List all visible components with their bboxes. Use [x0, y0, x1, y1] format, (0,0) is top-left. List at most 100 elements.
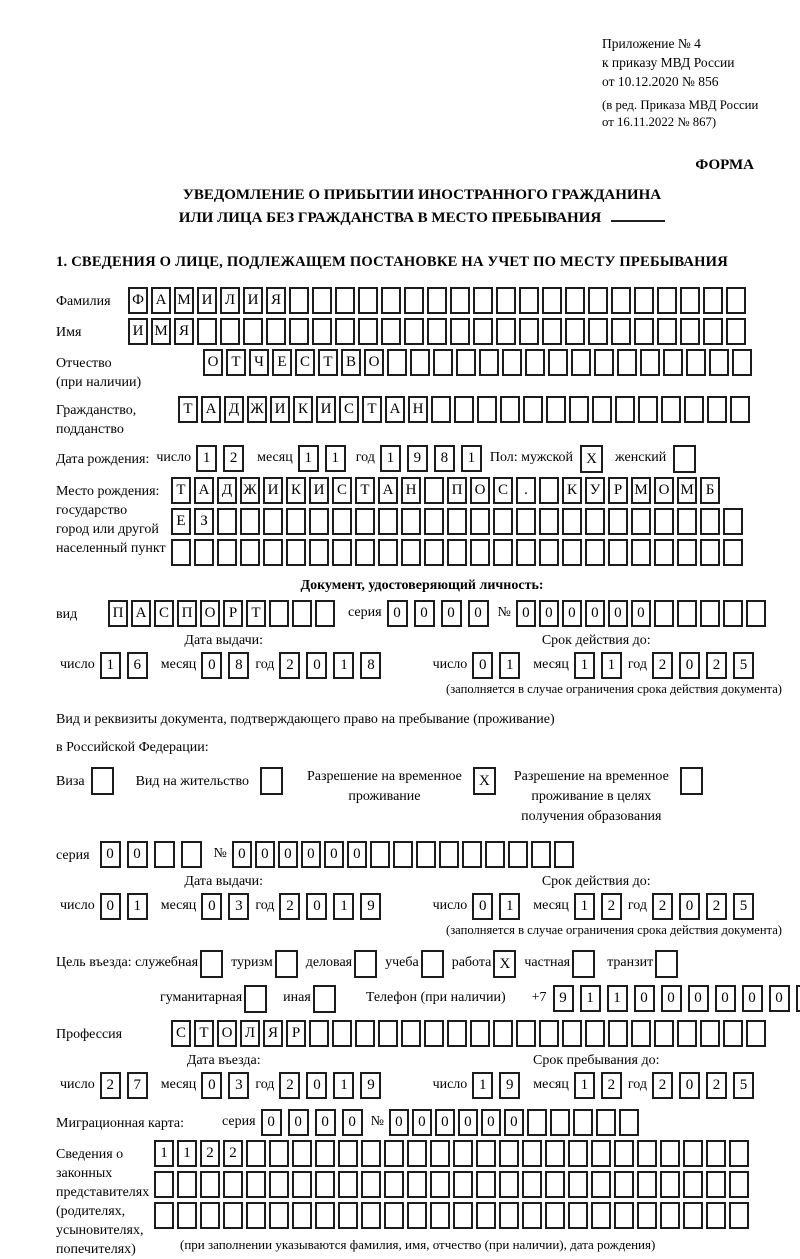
char-cell[interactable] [700, 1020, 720, 1047]
char-cell[interactable]: Д [217, 477, 237, 504]
char-cell[interactable] [595, 1109, 616, 1136]
char-cell[interactable] [730, 396, 750, 423]
char-cell[interactable] [631, 508, 651, 535]
char-cell[interactable] [355, 1020, 375, 1047]
char-cell[interactable]: 7 [126, 1072, 148, 1099]
edu-permit-checkbox[interactable] [679, 767, 703, 795]
char-cell[interactable] [338, 1202, 358, 1229]
char-cell[interactable]: М [174, 287, 194, 314]
char-cell[interactable]: 1 [460, 445, 482, 472]
char-cell[interactable] [312, 318, 332, 345]
char-cell[interactable] [493, 1020, 513, 1047]
char-cell[interactable]: 0 [300, 841, 321, 868]
char-cell[interactable]: Д [224, 396, 244, 423]
char-cell[interactable]: С [332, 477, 352, 504]
char-cell[interactable]: С [493, 477, 513, 504]
char-cell[interactable]: 2 [706, 1072, 727, 1099]
char-cell[interactable] [266, 318, 286, 345]
char-cell[interactable] [292, 1202, 312, 1229]
char-cell[interactable] [332, 508, 352, 535]
char-cell[interactable] [292, 600, 312, 627]
char-cell[interactable] [154, 1202, 174, 1229]
char-cell[interactable] [522, 1171, 542, 1198]
char-cell[interactable]: С [339, 396, 359, 423]
residence-permit-checkbox[interactable] [259, 767, 283, 795]
char-cell[interactable] [315, 1171, 335, 1198]
char-cell[interactable] [286, 539, 306, 566]
char-cell[interactable] [539, 477, 559, 504]
char-cell[interactable]: 2 [279, 893, 301, 920]
char-cell[interactable] [476, 1202, 496, 1229]
char-cell[interactable]: 0 [679, 652, 700, 679]
char-cell[interactable]: 1 [499, 893, 521, 920]
char-cell[interactable]: И [309, 477, 329, 504]
char-cell[interactable]: К [293, 396, 313, 423]
char-cell[interactable] [654, 508, 674, 535]
char-cell[interactable] [562, 508, 582, 535]
char-cell[interactable] [309, 508, 329, 535]
char-cell[interactable] [700, 508, 720, 535]
char-cell[interactable] [545, 1171, 565, 1198]
char-cell[interactable]: 9 [360, 1072, 382, 1099]
char-cell[interactable] [401, 508, 421, 535]
work-checkbox[interactable]: X [493, 950, 517, 978]
temp-permit-checkbox[interactable]: X [472, 767, 496, 795]
char-cell[interactable] [378, 539, 398, 566]
char-cell[interactable]: Т [194, 1020, 214, 1047]
char-cell[interactable]: 1 [472, 1072, 494, 1099]
char-cell[interactable]: М [631, 477, 651, 504]
char-cell[interactable] [565, 318, 585, 345]
char-cell[interactable]: 0 [386, 600, 408, 627]
char-cell[interactable]: О [364, 349, 384, 376]
char-cell[interactable] [657, 287, 677, 314]
char-cell[interactable]: А [194, 477, 214, 504]
char-cell[interactable] [706, 1171, 726, 1198]
char-cell[interactable] [450, 318, 470, 345]
char-cell[interactable]: 0 [287, 1109, 309, 1136]
char-cell[interactable]: 9 [552, 985, 574, 1012]
char-cell[interactable]: 0 [323, 841, 344, 868]
male-checkbox[interactable]: X [580, 445, 604, 473]
char-cell[interactable] [709, 349, 729, 376]
char-cell[interactable] [683, 1202, 703, 1229]
char-cell[interactable] [553, 841, 574, 868]
char-cell[interactable]: Я [266, 287, 286, 314]
char-cell[interactable] [568, 1202, 588, 1229]
char-cell[interactable] [542, 318, 562, 345]
char-cell[interactable]: Б [700, 477, 720, 504]
char-cell[interactable] [479, 349, 499, 376]
char-cell[interactable] [358, 318, 378, 345]
char-cell[interactable] [415, 841, 436, 868]
char-cell[interactable]: 0 [472, 893, 494, 920]
char-cell[interactable]: Р [286, 1020, 306, 1047]
char-cell[interactable] [461, 841, 482, 868]
char-cell[interactable] [542, 287, 562, 314]
char-cell[interactable] [562, 1020, 582, 1047]
char-cell[interactable]: 2 [223, 445, 245, 472]
char-cell[interactable] [680, 318, 700, 345]
char-cell[interactable] [637, 1202, 657, 1229]
char-cell[interactable] [572, 1109, 593, 1136]
char-cell[interactable]: 0 [679, 893, 700, 920]
char-cell[interactable] [683, 1171, 703, 1198]
char-cell[interactable] [657, 318, 677, 345]
char-cell[interactable]: Е [171, 508, 191, 535]
char-cell[interactable] [519, 287, 539, 314]
char-cell[interactable]: 1 [379, 445, 401, 472]
char-cell[interactable] [525, 349, 545, 376]
char-cell[interactable] [618, 1109, 639, 1136]
char-cell[interactable]: Н [408, 396, 428, 423]
char-cell[interactable] [309, 539, 329, 566]
char-cell[interactable]: 0 [201, 893, 223, 920]
char-cell[interactable]: 2 [652, 652, 673, 679]
char-cell[interactable] [470, 539, 490, 566]
char-cell[interactable]: А [131, 600, 151, 627]
char-cell[interactable] [677, 508, 697, 535]
char-cell[interactable]: 0 [457, 1109, 478, 1136]
char-cell[interactable]: И [263, 477, 283, 504]
char-cell[interactable] [153, 841, 175, 868]
char-cell[interactable] [315, 600, 335, 627]
char-cell[interactable]: О [203, 349, 223, 376]
char-cell[interactable] [663, 349, 683, 376]
char-cell[interactable] [470, 1020, 490, 1047]
